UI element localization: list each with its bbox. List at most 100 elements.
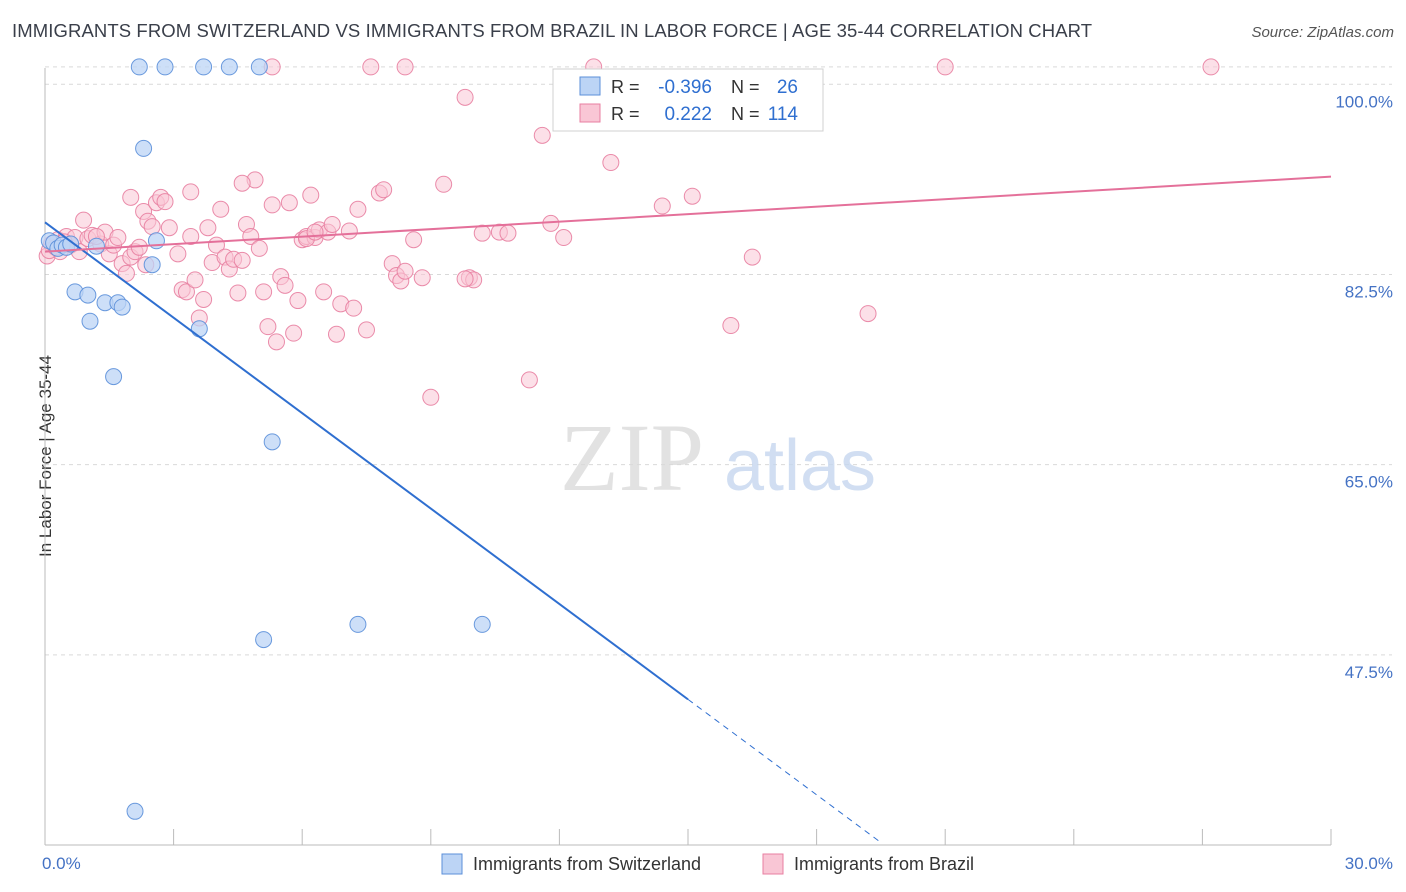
brazil-point-66: [327, 325, 345, 343]
brazil-point-74: [375, 181, 393, 199]
brazil-point-65: [323, 215, 341, 233]
stats-legend: R = -0.396 N = 26 R = 0.222 N = 114: [552, 68, 824, 132]
brazil-point-72: [362, 58, 380, 76]
brazil-point-70: [349, 200, 367, 218]
brazil-point-54: [276, 276, 294, 294]
brazil-point-15: [109, 229, 127, 247]
trend-line-switzerland: [44, 221, 689, 701]
brazil-point-35: [195, 290, 213, 308]
y-tick-label-3: 47.5%: [1345, 663, 1393, 682]
brazil-point-71: [358, 321, 375, 339]
brazil-point-89: [520, 371, 538, 389]
switzerland-point-27: [126, 802, 144, 820]
brazil-point-112: [396, 58, 414, 76]
legend-swatch-switzerland: [441, 853, 463, 875]
brazil-point-96: [683, 187, 701, 205]
brazil-point-92: [555, 229, 573, 247]
brazil-point-63: [315, 283, 333, 301]
brazil-point-50: [259, 318, 277, 336]
trend-line-switzerland-extension: [687, 698, 882, 843]
switzerland-point-23: [263, 433, 281, 451]
brazil-point-51: [263, 196, 281, 214]
brazil-point-56: [285, 324, 303, 342]
switzerland-point-16: [79, 286, 97, 304]
brazil-point-57: [289, 292, 307, 310]
watermark: ZIP atlas: [560, 404, 876, 511]
brazil-point-17: [117, 264, 135, 282]
brazil-point-68: [340, 222, 358, 240]
tick-labels: 100.0% 82.5% 65.0% 47.5% 0.0% 30.0%: [42, 92, 1393, 873]
stats-r-value-1: -0.396: [658, 77, 712, 98]
brazil-point-39: [212, 200, 230, 218]
switzerland-point-11: [250, 58, 268, 76]
watermark-atlas: atlas: [724, 426, 876, 506]
brazil-point-60: [302, 186, 320, 204]
switzerland-point-10: [220, 58, 238, 76]
switzerland-point-22: [105, 368, 123, 386]
brazil-point-32: [182, 227, 200, 245]
brazil-point-88: [499, 224, 517, 242]
switzerland-point-7: [130, 58, 148, 76]
brazil-point-31: [177, 283, 195, 301]
brazil-point-48: [250, 239, 268, 257]
brazil-point-111: [306, 223, 324, 241]
stats-r-value-2: 0.222: [664, 104, 712, 125]
brazil-point-26: [156, 193, 174, 211]
brazil-point-52: [267, 333, 285, 351]
stats-swatch-brazil: [579, 103, 601, 123]
brazil-point-107: [182, 183, 200, 201]
switzerland-point-25: [349, 615, 367, 633]
brazil-point-23: [143, 218, 161, 236]
trend-line-brazil: [44, 175, 1332, 253]
series-brazil-points: [38, 58, 1220, 406]
brazil-point-8: [75, 211, 93, 229]
brazil-point-101: [1202, 58, 1220, 76]
brazil-point-79: [405, 231, 423, 249]
stats-n-value-2: 114: [768, 104, 799, 125]
switzerland-point-26: [473, 615, 491, 633]
brazil-point-43: [229, 284, 247, 302]
brazil-point-78: [396, 262, 414, 280]
brazil-point-80: [413, 269, 431, 287]
brazil-point-55: [280, 194, 298, 212]
legend-swatch-brazil: [762, 853, 784, 875]
trend-lines: [44, 175, 1332, 843]
brazil-point-108: [233, 174, 251, 192]
brazil-point-90: [533, 126, 551, 144]
axes: [44, 68, 1332, 846]
switzerland-point-5: [62, 235, 80, 253]
bottom-legend: Immigrants from Switzerland Immigrants f…: [441, 853, 974, 875]
stats-r-label-1: R =: [611, 77, 640, 97]
switzerland-point-12: [135, 139, 153, 157]
brazil-point-29: [169, 245, 187, 263]
stats-n-value-1: 26: [777, 77, 798, 98]
chart-title: IMMIGRANTS FROM SWITZERLAND VS IMMIGRANT…: [12, 20, 1093, 41]
legend-label-brazil: Immigrants from Brazil: [794, 854, 974, 874]
switzerland-point-20: [81, 312, 99, 330]
stats-n-label-1: N =: [731, 77, 760, 97]
grid-lines: [45, 66, 1392, 656]
brazil-point-69: [345, 299, 363, 317]
x-tick-label-1: 30.0%: [1345, 854, 1393, 873]
brazil-point-86: [473, 224, 491, 242]
brazil-point-97: [722, 317, 740, 335]
stats-swatch-switzerland: [579, 76, 601, 96]
watermark-zip: ZIP: [560, 404, 704, 511]
brazil-point-83: [456, 88, 474, 106]
brazil-point-98: [743, 248, 761, 266]
brazil-point-33: [186, 271, 204, 289]
stats-r-label-2: R =: [611, 104, 640, 124]
brazil-point-113: [456, 270, 474, 288]
series-switzerland-points: [40, 58, 491, 820]
switzerland-point-21: [190, 320, 208, 338]
source-label: Source: ZipAtlas.com: [1251, 24, 1394, 41]
switzerland-point-24: [255, 631, 273, 649]
brazil-point-94: [602, 154, 620, 172]
y-tick-label-1: 82.5%: [1345, 282, 1393, 301]
brazil-point-28: [160, 219, 178, 237]
brazil-point-27: [122, 188, 140, 206]
switzerland-point-9: [195, 58, 213, 76]
brazil-point-82: [435, 175, 453, 193]
switzerland-point-14: [143, 256, 161, 274]
